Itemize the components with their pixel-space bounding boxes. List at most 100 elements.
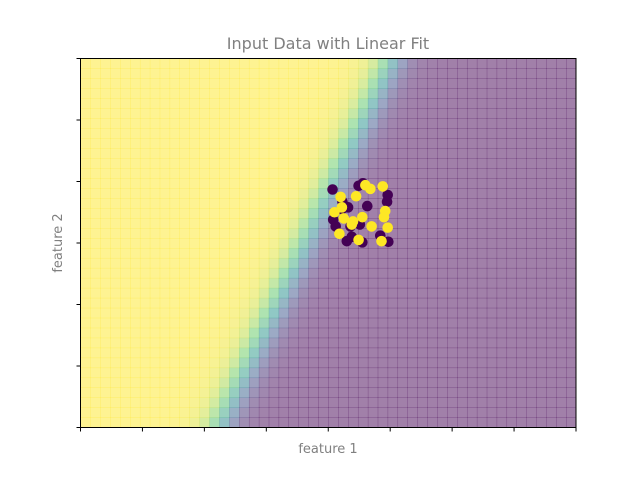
surface-cell xyxy=(536,377,547,389)
surface-cell xyxy=(447,277,458,289)
surface-cell xyxy=(149,387,161,398)
surface-cell xyxy=(556,317,567,329)
surface-cell xyxy=(100,367,111,379)
surface-cell xyxy=(407,148,418,159)
surface-cell xyxy=(457,307,468,319)
surface-cell xyxy=(526,118,537,129)
surface-cell xyxy=(209,407,220,418)
surface-cell xyxy=(486,397,498,408)
surface-cell xyxy=(506,417,517,428)
surface-cell xyxy=(268,337,280,349)
surface-cell xyxy=(169,397,180,408)
surface-cell xyxy=(546,307,557,319)
surface-cell xyxy=(397,257,408,269)
surface-cell xyxy=(447,407,458,418)
surface-cell xyxy=(367,228,379,239)
surface-cell xyxy=(377,247,389,259)
surface-cell xyxy=(427,387,438,398)
surface-cell xyxy=(169,357,180,369)
surface-cell xyxy=(476,337,488,349)
surface-cell xyxy=(546,138,557,149)
surface-cell xyxy=(476,88,488,99)
surface-cell xyxy=(457,218,468,229)
surface-cell xyxy=(308,158,319,169)
surface-cell xyxy=(308,247,319,259)
surface-cell xyxy=(110,317,121,329)
surface-cell xyxy=(80,108,91,119)
surface-cell xyxy=(209,108,220,119)
surface-cell xyxy=(120,148,131,159)
surface-cell xyxy=(417,108,428,119)
surface-cell xyxy=(229,78,240,89)
surface-cell xyxy=(209,78,220,89)
surface-cell xyxy=(437,307,448,319)
surface-cell xyxy=(298,158,309,169)
surface-cell xyxy=(120,417,131,428)
surface-cell xyxy=(357,58,369,69)
scatter-point-class-1 xyxy=(335,191,346,203)
surface-cell xyxy=(486,188,498,199)
surface-cell xyxy=(248,307,260,319)
surface-cell xyxy=(308,327,319,339)
surface-cell xyxy=(348,138,359,149)
surface-cell xyxy=(229,58,240,69)
surface-cell xyxy=(387,98,399,109)
surface-cell xyxy=(348,247,359,259)
surface-cell xyxy=(556,377,567,389)
surface-cell xyxy=(496,287,508,299)
surface-cell xyxy=(318,108,329,119)
surface-cell xyxy=(556,397,567,408)
surface-cell xyxy=(298,218,309,229)
surface-cell xyxy=(288,128,299,139)
surface-cell xyxy=(169,68,180,79)
surface-cell xyxy=(209,88,220,99)
surface-cell xyxy=(149,357,161,369)
surface-cell xyxy=(407,98,418,109)
surface-cell xyxy=(130,327,141,339)
surface-cell xyxy=(120,287,131,299)
surface-cell xyxy=(328,178,339,189)
surface-cell xyxy=(447,108,458,119)
surface-cell xyxy=(516,297,527,309)
surface-cell xyxy=(179,238,190,249)
surface-cell xyxy=(486,98,498,109)
surface-cell xyxy=(288,397,299,408)
surface-cell xyxy=(308,377,319,389)
surface-cell xyxy=(110,277,121,289)
surface-cell xyxy=(526,238,537,249)
surface-cell xyxy=(377,58,389,69)
surface-cell xyxy=(566,188,577,199)
surface-cell xyxy=(248,128,260,139)
surface-cell xyxy=(298,407,309,418)
surface-cell xyxy=(229,138,240,149)
surface-cell xyxy=(496,417,508,428)
surface-cell xyxy=(407,367,418,379)
surface-cell xyxy=(526,228,537,239)
surface-cell xyxy=(447,148,458,159)
surface-cell xyxy=(169,78,180,89)
surface-cell xyxy=(407,377,418,389)
surface-cell xyxy=(159,68,171,79)
surface-cell xyxy=(457,327,468,339)
surface-cell xyxy=(239,68,250,79)
surface-cell xyxy=(496,357,508,369)
surface-cell xyxy=(80,128,91,139)
surface-cell xyxy=(80,78,91,89)
surface-cell xyxy=(427,297,438,309)
surface-cell xyxy=(100,377,111,389)
surface-cell xyxy=(298,267,309,279)
surface-cell xyxy=(437,168,448,179)
surface-cell xyxy=(318,247,329,259)
surface-cell xyxy=(526,98,537,109)
surface-cell xyxy=(427,238,438,249)
surface-cell xyxy=(268,327,280,339)
surface-cell xyxy=(288,138,299,149)
surface-cell xyxy=(209,138,220,149)
surface-cell xyxy=(298,178,309,189)
surface-cell xyxy=(486,88,498,99)
surface-cell xyxy=(417,337,428,349)
surface-cell xyxy=(397,228,408,239)
surface-cell xyxy=(209,247,220,259)
surface-cell xyxy=(219,58,230,69)
surface-cell xyxy=(377,218,389,229)
